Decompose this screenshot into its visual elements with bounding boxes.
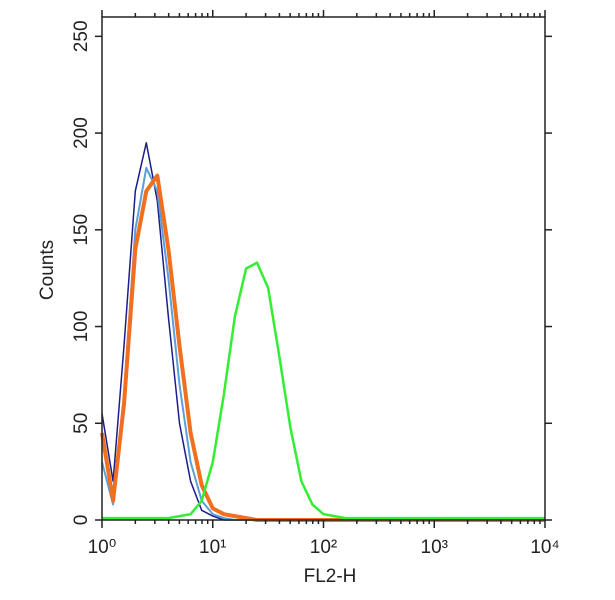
y-tick-label: 200	[71, 117, 92, 149]
x-tick-label: 10³	[421, 537, 448, 558]
y-tick-label: 150	[71, 214, 92, 246]
y-tick-label: 100	[71, 311, 92, 343]
plot-frame	[101, 16, 546, 521]
histogram-line	[101, 166, 545, 521]
x-tick-label: 10⁴	[530, 537, 559, 558]
x-tick-label: 10⁰	[88, 537, 117, 558]
histogram-line	[102, 261, 545, 520]
x-tick-label: 10¹	[199, 537, 226, 558]
y-tick-label: 50	[71, 413, 92, 434]
y-tick-label: 0	[71, 515, 92, 526]
x-axis-label: FL2-H	[304, 566, 357, 587]
x-tick-label: 10²	[310, 537, 337, 558]
histogram-line	[100, 173, 545, 522]
y-axis-label: Counts	[37, 240, 58, 300]
y-tick-label: 250	[71, 20, 92, 52]
histogram-line	[101, 142, 545, 521]
